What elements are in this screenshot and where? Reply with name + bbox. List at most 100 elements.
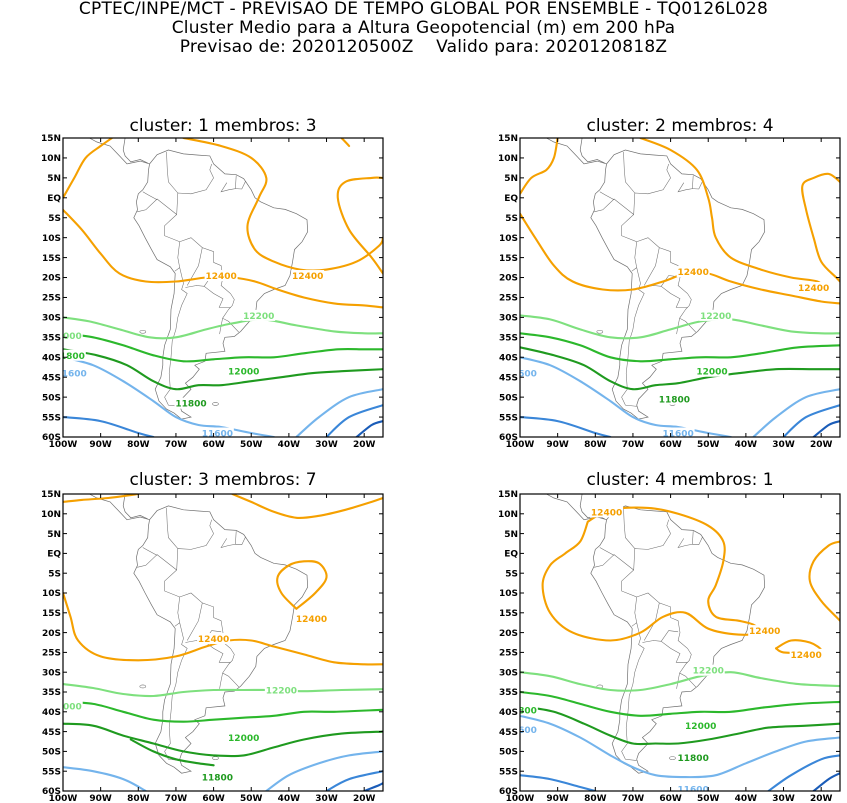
country-border — [623, 151, 636, 194]
y-tick-label: 45S — [499, 728, 518, 738]
x-tick-label: 100W — [49, 440, 78, 450]
y-tick-label: 25S — [42, 294, 61, 304]
panel-title: cluster: 1 membros: 3 — [129, 116, 316, 136]
island — [212, 756, 219, 760]
contour-label: 11800 — [659, 396, 690, 406]
contour-label-bg — [699, 309, 733, 321]
isoline — [808, 540, 840, 622]
y-tick-label: 45S — [42, 728, 61, 738]
contour-label-bg — [590, 506, 624, 518]
isoline — [325, 770, 383, 791]
y-tick-label: 30S — [499, 668, 518, 678]
country-border — [164, 533, 239, 688]
country-border — [220, 175, 237, 193]
contour-label: 12400 — [205, 272, 236, 282]
country-border — [174, 596, 181, 627]
contour-label-bg — [63, 329, 83, 341]
x-tick-label: 20W — [353, 794, 376, 803]
contour-label: 12400 — [292, 272, 323, 282]
y-tick-label: 40S — [42, 353, 61, 363]
contour-label: 12000 — [228, 734, 259, 744]
y-tick-label: 10S — [42, 589, 61, 599]
country-border — [137, 554, 177, 571]
y-tick-label: 50S — [42, 393, 61, 403]
country-border — [219, 318, 223, 335]
coastline — [546, 138, 607, 165]
x-tick-label: 90W — [89, 794, 112, 803]
island — [212, 402, 219, 406]
isoline — [520, 356, 732, 437]
coastline — [590, 149, 766, 420]
isoline — [812, 420, 840, 437]
island — [139, 329, 147, 334]
panel-title: cluster: 2 membros: 4 — [586, 116, 773, 136]
country-border — [166, 151, 179, 194]
contour-label-bg — [748, 625, 782, 637]
y-tick-label: 30S — [499, 314, 518, 324]
y-tick-label: 60S — [42, 433, 61, 443]
contour-label-bg — [264, 684, 298, 696]
contour-label: 12200 — [700, 312, 731, 322]
coastline — [133, 149, 309, 420]
country-border — [676, 318, 680, 335]
contour-label: 11600 — [678, 786, 709, 796]
country-border — [623, 507, 636, 549]
x-tick-label: 60W — [202, 440, 225, 450]
header-line-2: Cluster Medio para a Altura Geopotencial… — [171, 18, 676, 38]
y-tick-label: 35S — [42, 688, 61, 698]
isoline — [63, 683, 383, 698]
coastline — [590, 505, 766, 774]
country-border — [621, 533, 696, 688]
y-tick-label: 35S — [499, 334, 518, 344]
x-tick-label: 90W — [89, 440, 112, 450]
country-border — [220, 531, 237, 548]
y-tick-label: 20S — [42, 629, 61, 639]
x-tick-label: 70W — [622, 440, 645, 450]
country-border — [235, 180, 246, 190]
country-border — [594, 554, 634, 571]
x-tick-label: 80W — [127, 440, 150, 450]
country-border — [677, 175, 694, 193]
plot-frame — [519, 137, 841, 438]
x-tick-label: 80W — [584, 440, 607, 450]
contour-label-bg — [227, 732, 261, 744]
contour-label: 1600 — [62, 370, 87, 380]
contour-label: 000 — [63, 332, 82, 342]
isoline — [782, 404, 840, 437]
country-border — [599, 191, 615, 201]
contour-label-bg — [204, 270, 238, 282]
contour-label-bg — [520, 704, 538, 716]
contour-label: 000 — [63, 702, 82, 712]
x-tick-label: 90W — [546, 440, 569, 450]
x-tick-label: 40W — [735, 440, 758, 450]
isoline — [520, 314, 840, 340]
y-tick-label: 20S — [42, 274, 61, 284]
contour-label-bg — [789, 648, 823, 660]
x-tick-label: 50W — [240, 440, 263, 450]
x-tick-label: 80W — [127, 794, 150, 803]
country-border — [204, 286, 231, 308]
contour-label-bg — [200, 427, 234, 437]
y-tick-label: 5N — [504, 174, 518, 184]
y-tick-label: 20S — [499, 629, 518, 639]
x-tick-label: 30W — [772, 440, 795, 450]
isoline — [325, 404, 383, 437]
panel-title: cluster: 3 membros: 7 — [129, 470, 316, 490]
country-border — [666, 519, 671, 534]
contour-label: 600 — [518, 370, 537, 380]
isoline — [639, 138, 826, 291]
country-border — [164, 622, 188, 761]
y-tick-label: 60S — [499, 433, 518, 443]
y-tick-label: EQ — [504, 550, 518, 560]
y-tick-label: 30S — [42, 668, 61, 678]
y-tick-label: 15N — [498, 490, 518, 500]
contour-label-bg — [676, 266, 710, 278]
contour-label-bg — [291, 270, 325, 282]
y-tick-label: 30S — [42, 314, 61, 324]
x-tick-label: 50W — [240, 794, 263, 803]
contour-label: 11600 — [202, 430, 233, 440]
x-tick-label: 20W — [353, 440, 376, 450]
y-tick-label: 15N — [41, 490, 61, 500]
country-border — [209, 163, 214, 179]
